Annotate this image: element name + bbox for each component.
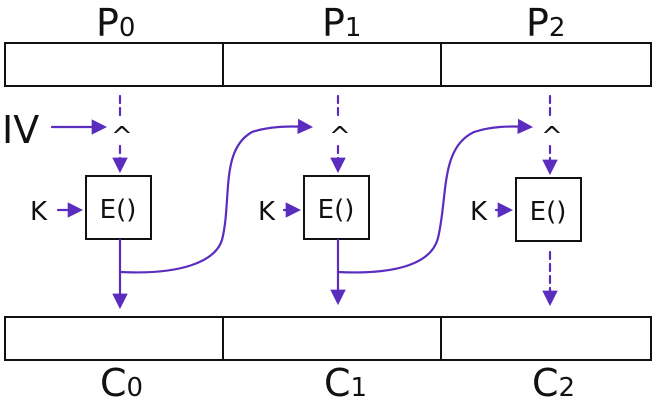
encrypt-box-0 [85,175,152,240]
iv-label: IV [2,108,39,152]
chain-arrow-1-to-2 [336,118,534,274]
plaintext-label-2: P2 [526,1,565,45]
encrypt-box-2 [515,177,582,242]
encrypt-box-1 [303,175,370,240]
ciphertext-label-0: C0 [100,361,143,405]
key-label-1: K [258,197,276,227]
plaintext-block-1 [222,42,442,87]
ciphertext-block-2 [440,316,652,361]
plaintext-block-2 [440,42,652,87]
key-label-2: K [470,197,488,227]
ciphertext-label-1: C1 [324,361,367,405]
xor-1: ^ [329,122,351,152]
key-label-0: K [30,197,48,227]
plaintext-block-0 [4,42,224,87]
chain-arrow-0-to-1 [118,118,314,274]
plaintext-label-1: P1 [322,1,361,45]
encrypt-label-1: E() [318,195,355,225]
encrypt-label-2: E() [530,197,567,227]
xor-2: ^ [541,122,563,152]
ciphertext-block-1 [222,316,442,361]
plaintext-label-0: P0 [96,1,135,45]
encrypt-label-0: E() [100,195,137,225]
xor-0: ^ [111,122,133,152]
ciphertext-block-0 [4,316,224,361]
ciphertext-label-2: C2 [532,361,575,405]
